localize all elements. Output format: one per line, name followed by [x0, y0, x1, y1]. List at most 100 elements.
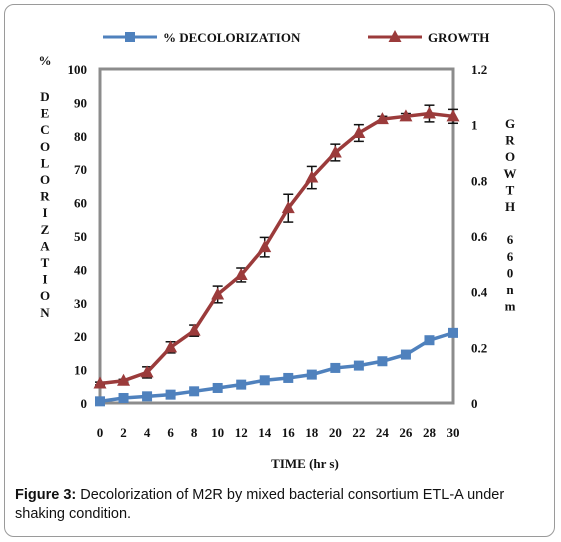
y-right-tick-label: 1: [471, 118, 478, 133]
y-right-tick-label: 0.2: [471, 340, 487, 355]
y-left-axis-letter: O: [40, 139, 50, 154]
x-tick-label: 2: [120, 425, 127, 440]
x-tick-label: 8: [191, 425, 198, 440]
data-point-growth: [234, 267, 248, 280]
x-tick-label: 12: [235, 425, 248, 440]
plot-area: [98, 67, 455, 405]
x-tick-label: 16: [282, 425, 296, 440]
y-left-axis-letter: N: [40, 305, 50, 320]
x-tick-label: 24: [376, 425, 390, 440]
x-tick-label: 22: [352, 425, 365, 440]
y-left-tick-label: 10: [74, 363, 87, 378]
x-tick-label: 10: [211, 425, 224, 440]
y-right-tick-label: 0.8: [471, 173, 488, 188]
y-left-axis-letter: I: [42, 272, 47, 287]
data-point-decolorization: [448, 327, 458, 338]
data-point-decolorization: [283, 372, 294, 383]
y-left-tick-label: 70: [74, 162, 87, 177]
data-point-decolorization: [377, 356, 388, 367]
y-left-tick-label: 90: [74, 95, 87, 110]
data-point-growth: [187, 323, 201, 336]
y-right-tick-label: 1.2: [471, 62, 487, 77]
y-left-tick-label: 0: [81, 396, 88, 411]
x-tick-label: 0: [97, 425, 104, 440]
data-point-decolorization: [400, 349, 411, 360]
y-left-axis-letter: A: [40, 238, 50, 253]
y-right-axis-letter: W: [504, 166, 517, 181]
y-right-tick-label: 0.6: [471, 229, 488, 244]
legend-marker: [388, 30, 402, 42]
y-right-axis-letter: 6: [507, 232, 514, 247]
data-point-decolorization: [236, 379, 247, 390]
data-point-decolorization: [330, 362, 341, 373]
y-right-axis-letter: 6: [507, 249, 514, 264]
x-tick-label: 20: [329, 425, 342, 440]
figure-frame: [4, 4, 555, 537]
x-tick-label: 18: [305, 425, 319, 440]
y-left-axis-letter: O: [40, 172, 50, 187]
y-right-tick-label: 0.4: [471, 285, 488, 300]
x-tick-label: 28: [423, 425, 437, 440]
data-point-growth: [352, 126, 366, 139]
x-tick-label: 6: [167, 425, 174, 440]
series-line-growth: [99, 111, 454, 386]
caption-text: Decolorization of M2R by mixed bacterial…: [15, 487, 505, 522]
y-left-axis-letter: O: [40, 288, 50, 303]
y-right-axis-letter: n: [506, 282, 514, 297]
data-point-decolorization: [165, 389, 176, 400]
y-right-axis-letter: H: [505, 199, 515, 214]
data-point-decolorization: [95, 396, 105, 407]
y-left-axis-letter: E: [41, 106, 50, 121]
figure-caption: Figure 3: Decolorization of M2R by mixed…: [15, 486, 545, 524]
series-line-decolorization: [99, 331, 454, 404]
data-point-decolorization: [212, 382, 223, 393]
caption-label: Figure 3:: [15, 487, 77, 503]
chart: 0 2 4 6 8 10 12 14 16 18 20 22 24 26 28 300102030405060…: [39, 30, 517, 471]
y-left-axis-letter: D: [40, 89, 49, 104]
data-point-growth: [399, 109, 413, 122]
y-left-tick-label: 60: [74, 196, 87, 211]
y-right-axis-letter: G: [505, 116, 515, 131]
y-left-axis-letter: R: [40, 189, 50, 204]
y-left-axis-letter: Z: [41, 222, 50, 237]
data-point-growth: [305, 170, 319, 183]
y-right-axis-letter: 0: [507, 265, 514, 280]
data-point-growth: [211, 287, 225, 300]
y-left-tick-label: 100: [68, 62, 88, 77]
y-left-tick-label: 30: [74, 296, 87, 311]
data-point-growth: [258, 240, 272, 253]
data-point-decolorization: [353, 360, 364, 371]
x-axis-title: TIME (hr s): [271, 456, 339, 471]
data-point-growth: [93, 376, 107, 389]
y-left-tick-label: 20: [74, 329, 87, 344]
data-point-decolorization: [424, 335, 435, 346]
y-left-tick-label: 50: [74, 229, 87, 244]
y-right-axis-letter: R: [505, 133, 515, 148]
y-left-axis-letter: L: [41, 155, 50, 170]
data-point-growth: [375, 112, 389, 125]
data-point-growth: [422, 106, 436, 119]
y-left-axis-letter: I: [42, 205, 47, 220]
y-left-axis-letter: C: [40, 122, 49, 137]
x-tick-label: 26: [399, 425, 413, 440]
y-left-axis-prefix: %: [39, 53, 52, 68]
y-left-tick-label: 80: [74, 129, 87, 144]
data-point-growth: [446, 109, 460, 122]
data-point-growth: [164, 340, 178, 353]
x-tick-label: 30: [447, 425, 460, 440]
data-point-growth: [328, 145, 342, 158]
x-tick-label: 14: [258, 425, 272, 440]
data-point-growth: [140, 365, 154, 378]
y-right-axis-letter: T: [506, 182, 515, 197]
legend-label: % DECOLORIZATION: [163, 30, 301, 45]
legend-marker: [125, 32, 135, 42]
x-tick-label: 4: [144, 425, 151, 440]
data-point-growth: [281, 201, 295, 214]
data-point-decolorization: [189, 386, 200, 397]
y-left-tick-label: 40: [74, 262, 87, 277]
data-point-growth: [117, 373, 131, 386]
y-right-tick-label: 0: [471, 396, 478, 411]
y-left-axis-letter: T: [41, 255, 50, 270]
data-point-decolorization: [118, 392, 129, 403]
data-point-decolorization: [142, 391, 153, 402]
